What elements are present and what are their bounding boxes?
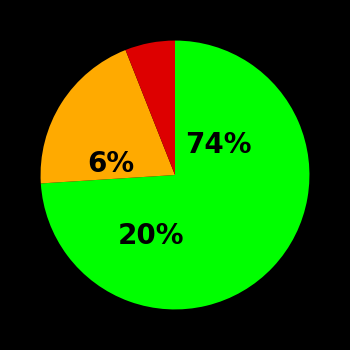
Text: 6%: 6% bbox=[87, 150, 134, 178]
Wedge shape bbox=[126, 41, 175, 175]
Wedge shape bbox=[41, 41, 309, 309]
Text: 20%: 20% bbox=[118, 222, 184, 250]
Text: 74%: 74% bbox=[185, 131, 251, 159]
Wedge shape bbox=[41, 50, 175, 183]
